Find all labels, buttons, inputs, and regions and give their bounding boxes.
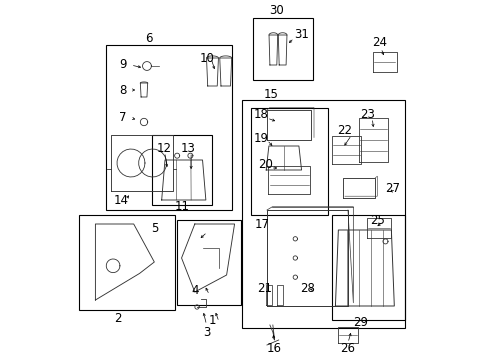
Text: 25: 25 <box>369 213 384 226</box>
Text: 15: 15 <box>263 87 278 100</box>
Text: 4: 4 <box>191 284 198 297</box>
Text: 10: 10 <box>199 51 214 64</box>
Text: 28: 28 <box>300 282 314 294</box>
Text: 12: 12 <box>156 141 171 154</box>
Text: 19: 19 <box>253 131 268 144</box>
Text: 26: 26 <box>340 342 355 355</box>
Bar <box>250 108 327 215</box>
Text: 22: 22 <box>336 123 351 136</box>
Bar <box>252 18 313 80</box>
Text: 16: 16 <box>266 342 281 355</box>
Text: 9: 9 <box>119 58 126 72</box>
Text: 7: 7 <box>119 112 126 125</box>
Text: 18: 18 <box>253 108 268 122</box>
Text: 8: 8 <box>119 84 126 96</box>
Text: 14: 14 <box>114 194 128 207</box>
Text: 29: 29 <box>352 316 367 329</box>
Bar <box>331 215 404 320</box>
Text: 5: 5 <box>151 221 159 234</box>
Text: 11: 11 <box>174 201 189 213</box>
Text: 20: 20 <box>258 158 272 171</box>
Text: 30: 30 <box>268 4 284 18</box>
Text: 13: 13 <box>181 141 195 154</box>
Bar <box>106 45 232 210</box>
Bar <box>242 100 404 328</box>
Text: 23: 23 <box>360 108 375 122</box>
Text: 17: 17 <box>254 219 269 231</box>
Text: 24: 24 <box>371 36 386 49</box>
Text: 31: 31 <box>294 28 308 41</box>
Text: 2: 2 <box>114 311 121 324</box>
Text: 21: 21 <box>257 282 272 294</box>
Bar <box>152 135 211 205</box>
Bar <box>177 220 241 305</box>
Text: 27: 27 <box>384 181 399 194</box>
Bar <box>79 215 175 310</box>
Text: 3: 3 <box>203 327 210 339</box>
Text: 1: 1 <box>208 314 216 327</box>
Text: 6: 6 <box>145 31 153 45</box>
